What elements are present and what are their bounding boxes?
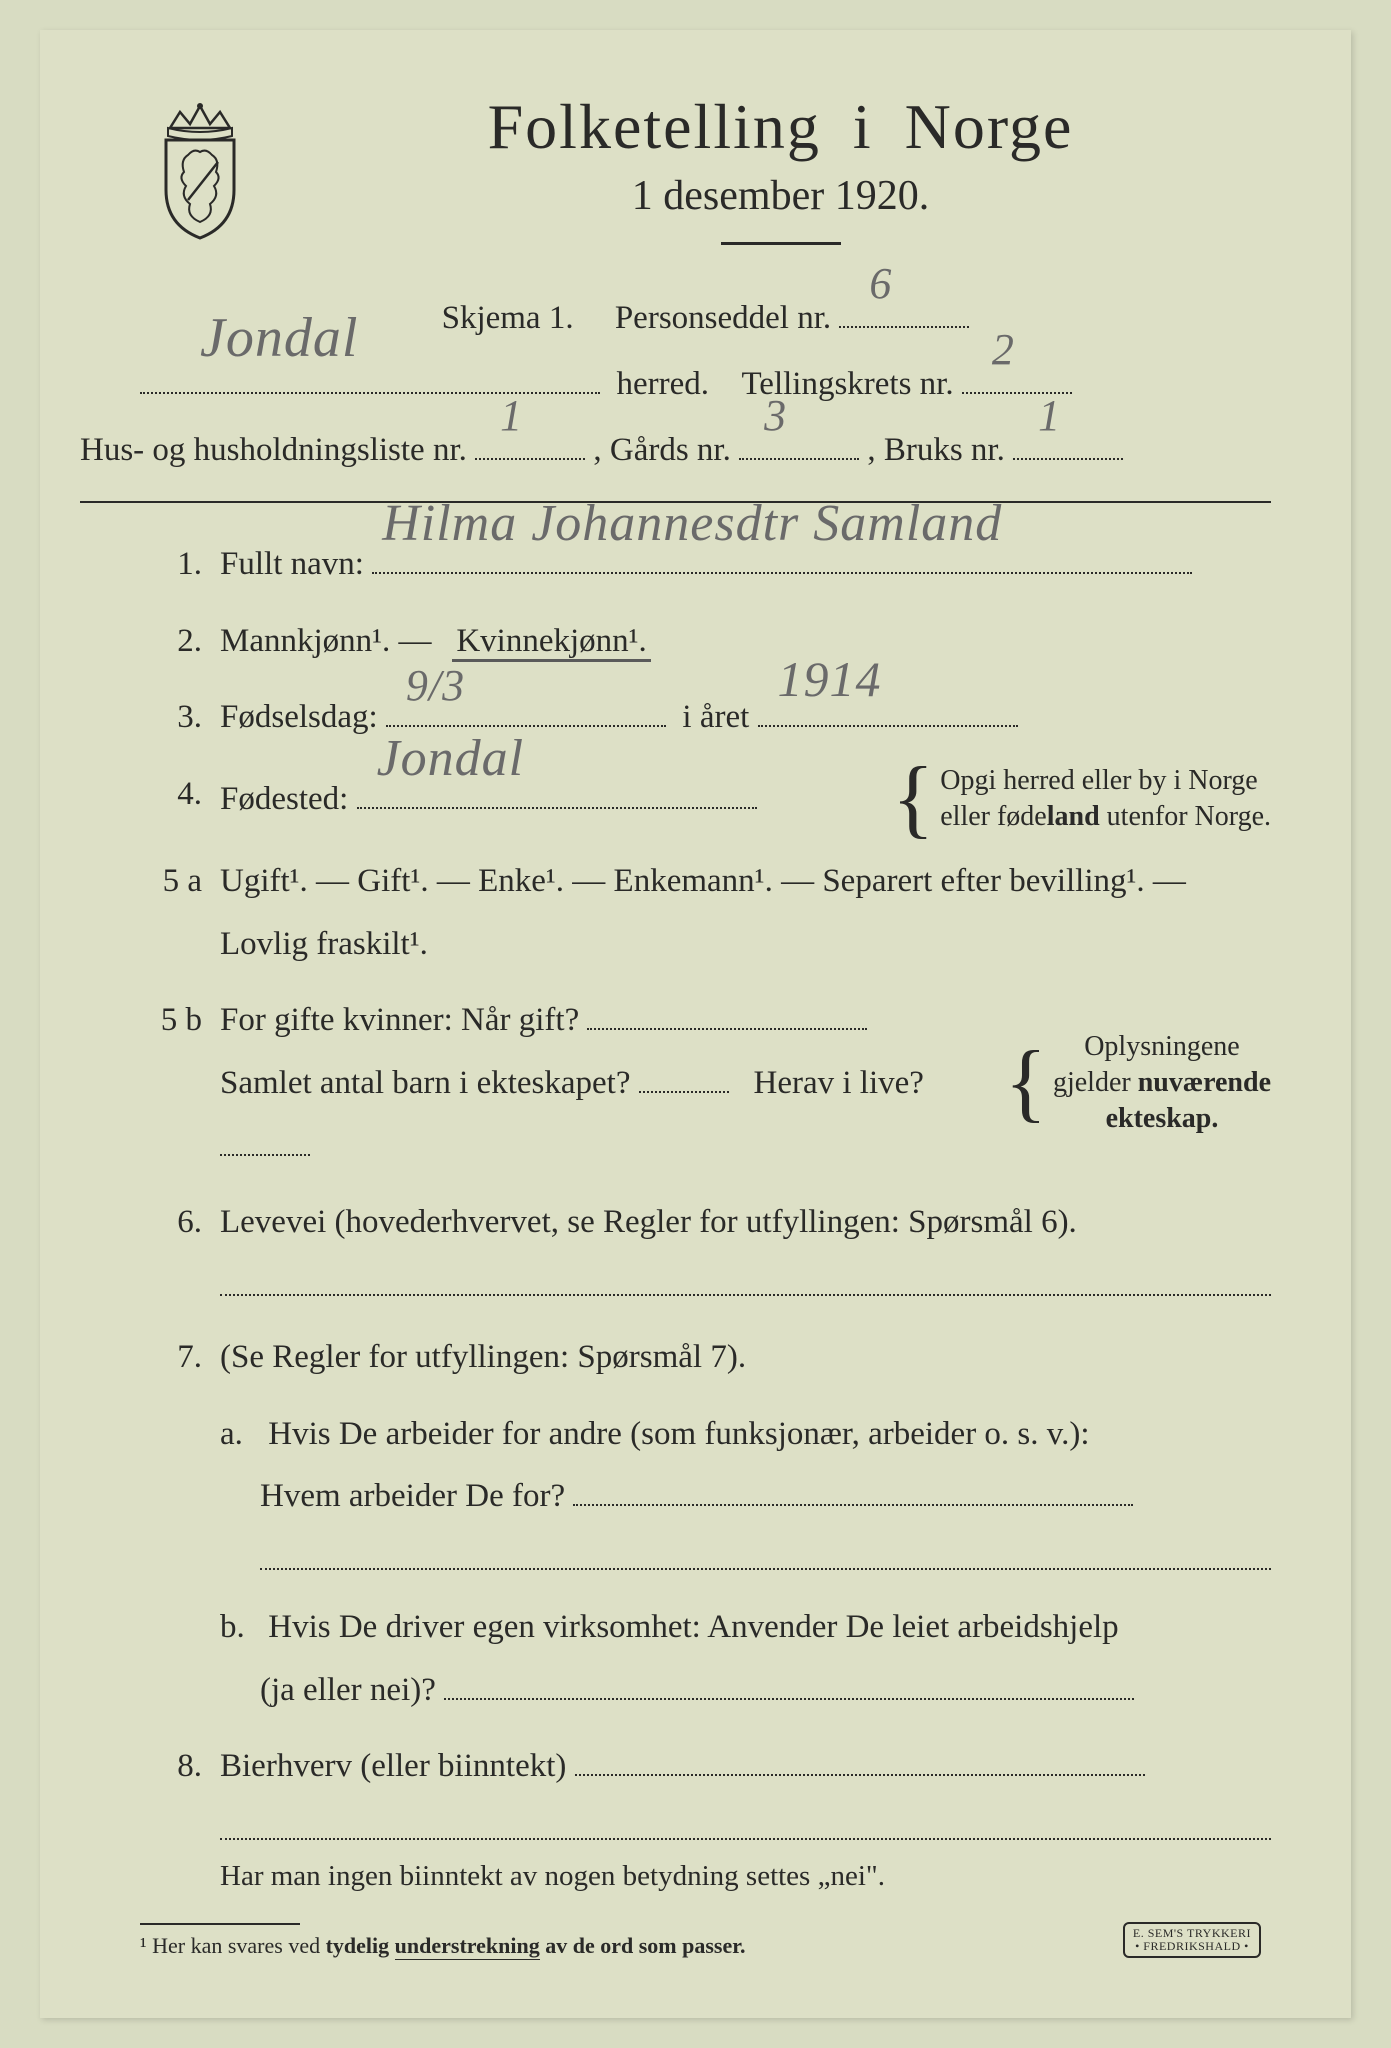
q7b-line1: Hvis De driver egen virksomhet: Anvender… bbox=[268, 1609, 1118, 1645]
q2-text-a: Mannkjønn¹. — bbox=[220, 623, 432, 659]
footnote-rule bbox=[140, 1923, 300, 1925]
q5b-num: 5 b bbox=[140, 989, 220, 1177]
printer-line2: • FREDRIKSHALD • bbox=[1133, 1940, 1251, 1953]
bruks-nr-value: 1 bbox=[1038, 372, 1061, 460]
household-line: Hus- og husholdningsliste nr. 1 , Gårds … bbox=[80, 417, 1271, 483]
q2-row: 2. Mannkjønn¹. — Kvinnekjønn¹. bbox=[140, 610, 1271, 673]
q5b-line1a: For gifte kvinner: Når gift? bbox=[220, 1002, 579, 1038]
q5b-row: 5 b For gifte kvinner: Når gift? Samlet … bbox=[140, 989, 1271, 1177]
q6-num: 6. bbox=[140, 1191, 220, 1254]
q5b-brace-line1: Oplysningene bbox=[1053, 1029, 1271, 1065]
q1-label: Fullt navn: bbox=[220, 546, 364, 582]
title-divider bbox=[721, 242, 841, 245]
gards-nr-value: 3 bbox=[764, 372, 787, 460]
q2-text-b-underlined: Kvinnekjønn¹. bbox=[456, 610, 646, 673]
q4-brace-line1: Opgi herred eller by i Norge bbox=[940, 763, 1271, 799]
personseddel-nr-value: 6 bbox=[869, 240, 892, 328]
q3-label-a: Fødselsdag: bbox=[220, 699, 378, 735]
q3-row: 3. Fødselsdag: 9/3 i året 1914 bbox=[140, 686, 1271, 749]
q7a-line2: Hvem arbeider De for? bbox=[260, 1478, 565, 1514]
q3-value-b: 1914 bbox=[778, 632, 882, 727]
printer-mark: E. SEM'S TRYKKERI • FREDRIKSHALD • bbox=[1123, 1922, 1261, 1958]
q2-num: 2. bbox=[140, 610, 220, 673]
q6-text: Levevei (hovederhvervet, se Regler for u… bbox=[220, 1204, 1077, 1240]
q7a-blank-line bbox=[260, 1568, 1271, 1570]
herred-line: Jondal herred. Tellingskrets nr. 2 bbox=[140, 351, 1271, 417]
q5a-num: 5 a bbox=[140, 850, 220, 975]
q1-row: 1. Fullt navn: Hilma Johannesdtr Samland bbox=[140, 533, 1271, 596]
q7-intro: (Se Regler for utfyllingen: Spørsmål 7). bbox=[220, 1326, 1271, 1389]
bruks-label: , Bruks nr. bbox=[867, 432, 1005, 468]
q3-label-b: i året bbox=[682, 699, 749, 735]
q8-blank-line bbox=[220, 1838, 1271, 1840]
q4-row: 4. Fødested: Jondal { Opgi herred eller … bbox=[140, 763, 1271, 836]
q7-num: 7. bbox=[140, 1326, 220, 1721]
norwegian-coat-of-arms-icon bbox=[140, 100, 260, 240]
husholdningsliste-label: og husholdningsliste nr. bbox=[152, 432, 466, 468]
subtitle-date: 1 desember 1920. bbox=[290, 172, 1271, 220]
q7b-line2: (ja eller nei)? bbox=[260, 1672, 436, 1708]
q5a-row: 5 a Ugift¹. — Gift¹. — Enke¹. — Enkemann… bbox=[140, 850, 1271, 975]
brace-icon: { bbox=[999, 1048, 1053, 1118]
q4-brace-line2b: land bbox=[1047, 801, 1100, 832]
q5b-line2b: Herav i live? bbox=[754, 1065, 924, 1101]
skjema-label: Skjema 1. bbox=[442, 300, 574, 336]
census-form-page: Folketelling i Norge 1 desember 1920. Sk… bbox=[40, 30, 1351, 2018]
footnote-text: ¹ Her kan svares ved tydelig understrekn… bbox=[140, 1933, 1271, 1959]
q1-value: Hilma Johannesdtr Samland bbox=[382, 475, 1002, 574]
q5b-line2a: Samlet antal barn i ekteskapet? bbox=[220, 1065, 631, 1101]
header-row: Folketelling i Norge 1 desember 1920. bbox=[140, 90, 1271, 275]
q6-row: 6. Levevei (hovederhvervet, se Regler fo… bbox=[140, 1191, 1271, 1254]
q4-brace-line2a: eller føde bbox=[940, 801, 1047, 832]
q7a-line1: Hvis De arbeider for andre (som funksjon… bbox=[268, 1416, 1089, 1452]
brace-icon: { bbox=[886, 764, 940, 834]
q8-num: 8. bbox=[140, 1735, 220, 1798]
title-block: Folketelling i Norge 1 desember 1920. bbox=[290, 90, 1271, 275]
q7-row: 7. (Se Regler for utfyllingen: Spørsmål … bbox=[140, 1326, 1271, 1721]
bottom-note: Har man ingen biinntekt av nogen betydni… bbox=[220, 1860, 1271, 1893]
q1-num: 1. bbox=[140, 533, 220, 596]
q4-brace-block: { Opgi herred eller by i Norge eller fød… bbox=[886, 763, 1271, 836]
q4-label: Fødested: bbox=[220, 781, 348, 817]
q5a-text: Ugift¹. — Gift¹. — Enke¹. — Enkemann¹. —… bbox=[220, 850, 1271, 913]
q7b-letter: b. bbox=[220, 1596, 260, 1659]
q4-num: 4. bbox=[140, 763, 220, 836]
herred-label: herred. bbox=[617, 366, 710, 402]
printer-line1: E. SEM'S TRYKKERI bbox=[1133, 1927, 1251, 1940]
husholdningsliste-nr-value: 1 bbox=[500, 372, 523, 460]
q5a-text2: Lovlig fraskilt¹. bbox=[220, 913, 1271, 976]
personseddel-label: Personseddel nr. bbox=[615, 300, 831, 336]
q5b-brace-block: { Oplysningene gjelder nuværende ekteska… bbox=[999, 989, 1271, 1177]
q8-row: 8. Bierhverv (eller biinntekt) bbox=[140, 1735, 1271, 1798]
q7a-letter: a. bbox=[220, 1403, 260, 1466]
q3-num: 3. bbox=[140, 686, 220, 749]
herred-value: Jondal bbox=[200, 282, 358, 394]
tellingskrets-nr-value: 2 bbox=[992, 306, 1015, 394]
q4-brace-line2c: utenfor Norge. bbox=[1100, 801, 1271, 832]
q6-blank-line bbox=[220, 1294, 1271, 1296]
main-title: Folketelling i Norge bbox=[290, 90, 1271, 164]
q4-value: Jondal bbox=[377, 710, 525, 809]
q8-label: Bierhverv (eller biinntekt) bbox=[220, 1748, 566, 1784]
hus-label: Hus- bbox=[80, 432, 144, 468]
gards-label: , Gårds nr. bbox=[593, 432, 730, 468]
